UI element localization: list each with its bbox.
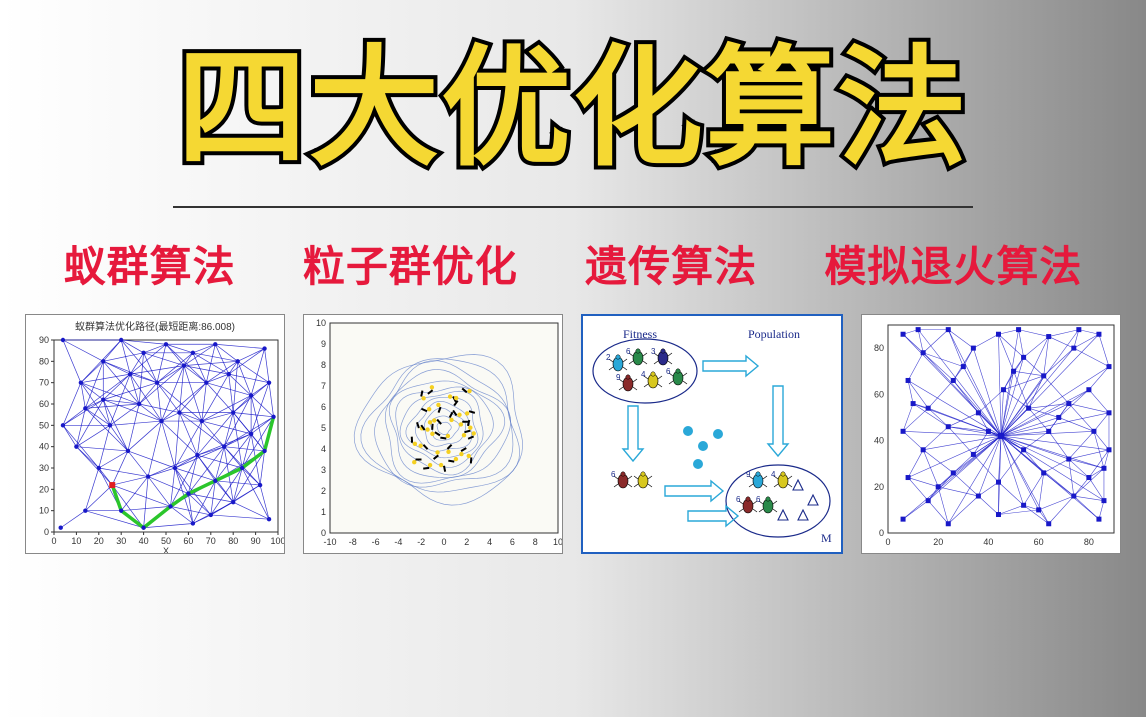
divider <box>173 206 973 208</box>
svg-text:40: 40 <box>874 436 884 446</box>
subtitle-row: 蚁群算法 粒子群优化 遗传算法 模拟退火算法 <box>0 233 1146 294</box>
svg-text:Population: Population <box>748 327 800 341</box>
svg-text:10: 10 <box>553 537 563 547</box>
svg-text:60: 60 <box>39 399 49 409</box>
subtitle-aco: 蚁群算法 <box>64 233 236 294</box>
main-title: 四大优化算法 <box>0 0 1146 186</box>
svg-text:-2: -2 <box>417 537 425 547</box>
svg-text:0: 0 <box>44 527 49 537</box>
svg-text:-8: -8 <box>349 537 357 547</box>
panel-sa: 0 20 40 60 80 0 20 40 60 80 <box>861 314 1121 554</box>
svg-text:0: 0 <box>885 537 890 547</box>
svg-text:0: 0 <box>321 528 326 538</box>
svg-text:30: 30 <box>39 463 49 473</box>
svg-text:0: 0 <box>441 537 446 547</box>
svg-text:30: 30 <box>116 536 126 546</box>
svg-text:60: 60 <box>874 389 884 399</box>
svg-text:90: 90 <box>39 336 49 345</box>
svg-text:6: 6 <box>611 470 616 479</box>
svg-text:40: 40 <box>139 536 149 546</box>
svg-text:3: 3 <box>651 347 656 356</box>
svg-text:70: 70 <box>206 536 216 546</box>
svg-text:90: 90 <box>251 536 261 546</box>
svg-text:80: 80 <box>39 356 49 366</box>
svg-text:5: 5 <box>321 423 326 433</box>
svg-text:0: 0 <box>51 536 56 546</box>
svg-text:60: 60 <box>1034 537 1044 547</box>
svg-text:50: 50 <box>161 536 171 546</box>
panel-aco: 蚁群算法优化路径(最短距离:86.008) 0 10 20 30 40 50 60 70 80 9… <box>25 314 285 554</box>
svg-text:0: 0 <box>879 528 884 538</box>
svg-text:20: 20 <box>933 537 943 547</box>
svg-text:2: 2 <box>464 537 469 547</box>
svg-text:20: 20 <box>94 536 104 546</box>
svg-text:4: 4 <box>641 370 646 379</box>
svg-text:40: 40 <box>39 442 49 452</box>
svg-text:-6: -6 <box>372 537 380 547</box>
panel-pso: -10 -8 -6 -4 -2 0 2 4 6 8 10 0 1 2 3 4 5 6 7 8 9 10 <box>303 314 563 554</box>
svg-text:6: 6 <box>736 495 741 504</box>
svg-text:80: 80 <box>874 343 884 353</box>
aco-chart: 0 10 20 30 40 50 60 70 80 90 100 0 10 20 30 40 50 60 70 80 9… <box>26 336 285 554</box>
svg-text:4: 4 <box>321 444 326 454</box>
svg-text:9: 9 <box>321 339 326 349</box>
svg-text:10: 10 <box>71 536 81 546</box>
svg-text:10: 10 <box>39 506 49 516</box>
ga-chart: FitnessPopulationM26394669466 <box>583 316 843 552</box>
svg-text:40: 40 <box>983 537 993 547</box>
svg-text:7: 7 <box>321 381 326 391</box>
svg-text:100: 100 <box>270 536 285 546</box>
svg-text:20: 20 <box>874 482 884 492</box>
svg-text:80: 80 <box>228 536 238 546</box>
svg-text:-4: -4 <box>394 537 402 547</box>
svg-text:6: 6 <box>321 402 326 412</box>
svg-text:1: 1 <box>321 507 326 517</box>
svg-text:6: 6 <box>666 367 671 376</box>
svg-text:10: 10 <box>316 318 326 328</box>
svg-text:6: 6 <box>626 347 631 356</box>
svg-text:-10: -10 <box>323 537 336 547</box>
pso-chart: -10 -8 -6 -4 -2 0 2 4 6 8 10 0 1 2 3 4 5 6 7 8 9 10 <box>304 315 563 553</box>
svg-text:50: 50 <box>39 420 49 430</box>
panels-row: 蚁群算法优化路径(最短距离:86.008) 010203040506070809… <box>0 314 1146 554</box>
svg-text:70: 70 <box>39 378 49 388</box>
svg-text:8: 8 <box>321 360 326 370</box>
svg-text:2: 2 <box>606 353 611 362</box>
aco-title: 蚁群算法优化路径(最短距离:86.008) <box>26 315 284 336</box>
svg-text:2: 2 <box>321 486 326 496</box>
svg-text:8: 8 <box>533 537 538 547</box>
subtitle-pso: 粒子群优化 <box>303 233 518 294</box>
svg-text:9: 9 <box>616 373 621 382</box>
sa-chart: 0 20 40 60 80 0 20 40 60 80 <box>862 315 1121 553</box>
svg-text:80: 80 <box>1084 537 1094 547</box>
svg-text:4: 4 <box>771 470 776 479</box>
svg-text:6: 6 <box>510 537 515 547</box>
subtitle-sa: 模拟退火算法 <box>824 233 1082 294</box>
svg-text:6: 6 <box>756 495 761 504</box>
svg-text:20: 20 <box>39 484 49 494</box>
svg-text:X: X <box>163 546 169 554</box>
svg-text:9: 9 <box>746 470 751 479</box>
svg-text:4: 4 <box>487 537 492 547</box>
svg-text:M: M <box>821 531 832 545</box>
panel-ga: FitnessPopulationM26394669466 <box>581 314 843 554</box>
subtitle-ga: 遗传算法 <box>585 233 757 294</box>
svg-text:60: 60 <box>183 536 193 546</box>
svg-text:3: 3 <box>321 465 326 475</box>
